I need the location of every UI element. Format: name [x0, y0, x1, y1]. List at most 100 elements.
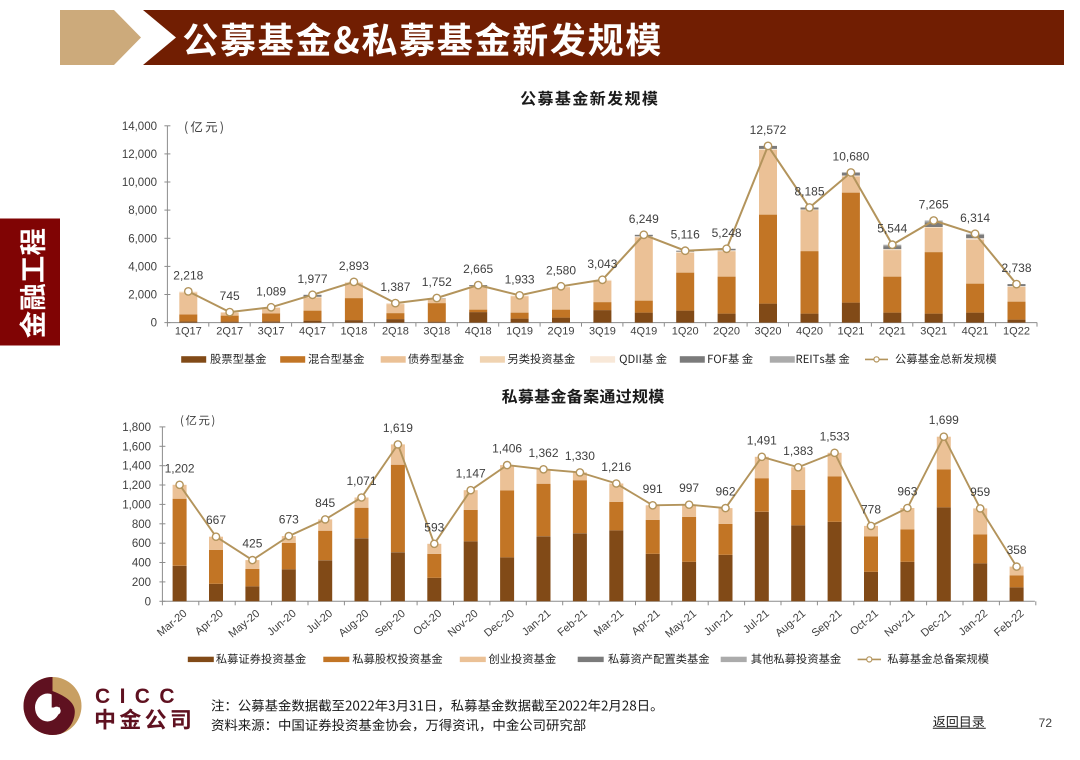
- svg-text:2,218: 2,218: [173, 268, 203, 282]
- svg-text:1,600: 1,600: [122, 441, 151, 453]
- svg-text:5,116: 5,116: [671, 228, 700, 242]
- svg-text:Mar-20: Mar-20: [155, 608, 189, 640]
- svg-text:3Q20: 3Q20: [755, 326, 782, 338]
- svg-text:Aug-20: Aug-20: [337, 608, 372, 640]
- svg-text:4,000: 4,000: [128, 261, 157, 273]
- svg-text:1,699: 1,699: [929, 413, 959, 427]
- svg-text:3Q18: 3Q18: [423, 326, 450, 338]
- svg-text:Jan-22: Jan-22: [957, 608, 990, 639]
- svg-text:2Q20: 2Q20: [713, 326, 740, 338]
- svg-text:Dec-20: Dec-20: [482, 608, 517, 640]
- svg-text:1,330: 1,330: [565, 449, 595, 463]
- svg-text:4Q19: 4Q19: [630, 326, 657, 338]
- svg-text:Nov-21: Nov-21: [882, 608, 917, 640]
- svg-text:963: 963: [897, 485, 917, 499]
- svg-text:5,544: 5,544: [877, 222, 907, 236]
- svg-text:Nov-20: Nov-20: [446, 608, 481, 640]
- svg-text:4Q20: 4Q20: [796, 326, 823, 338]
- svg-text:1Q17: 1Q17: [175, 326, 202, 338]
- svg-text:12,572: 12,572: [750, 123, 787, 137]
- svg-text:2Q19: 2Q19: [548, 326, 575, 338]
- svg-text:Sep-20: Sep-20: [373, 608, 408, 640]
- svg-text:673: 673: [279, 513, 299, 527]
- svg-text:Jun-21: Jun-21: [702, 608, 735, 639]
- svg-text:1,202: 1,202: [165, 461, 195, 475]
- svg-text:200: 200: [132, 577, 151, 589]
- svg-text:14,000: 14,000: [122, 121, 157, 133]
- svg-text:2,580: 2,580: [546, 263, 576, 277]
- svg-text:1,000: 1,000: [122, 499, 151, 511]
- svg-text:0: 0: [145, 596, 151, 608]
- svg-text:1,619: 1,619: [383, 421, 413, 435]
- svg-text:Aug-21: Aug-21: [773, 608, 808, 640]
- svg-text:Feb-22: Feb-22: [992, 608, 1026, 640]
- svg-text:2Q21: 2Q21: [879, 326, 906, 338]
- svg-text:1Q22: 1Q22: [1003, 326, 1030, 338]
- svg-text:593: 593: [424, 520, 444, 534]
- svg-text:Oct-21: Oct-21: [848, 608, 881, 638]
- svg-text:1,200: 1,200: [122, 480, 151, 492]
- svg-text:0: 0: [151, 318, 157, 330]
- svg-text:10,000: 10,000: [122, 177, 157, 189]
- svg-text:997: 997: [679, 481, 699, 495]
- svg-text:8,000: 8,000: [128, 205, 157, 217]
- svg-text:1,147: 1,147: [456, 467, 486, 481]
- svg-text:962: 962: [715, 485, 735, 499]
- svg-text:1,752: 1,752: [422, 275, 452, 289]
- svg-text:845: 845: [315, 496, 335, 510]
- svg-text:8,185: 8,185: [794, 185, 824, 199]
- svg-text:1,089: 1,089: [256, 284, 286, 298]
- svg-text:Apr-20: Apr-20: [193, 608, 226, 638]
- svg-text:Jul-20: Jul-20: [304, 608, 335, 636]
- svg-text:6,000: 6,000: [128, 233, 157, 245]
- svg-text:Sep-21: Sep-21: [810, 608, 845, 640]
- svg-text:425: 425: [242, 537, 262, 551]
- svg-text:Apr-21: Apr-21: [630, 608, 663, 638]
- svg-text:May-21: May-21: [663, 608, 699, 641]
- svg-text:1,977: 1,977: [297, 272, 327, 286]
- svg-text:667: 667: [206, 513, 226, 527]
- svg-text:2,000: 2,000: [128, 290, 157, 302]
- svg-text:Oct-20: Oct-20: [411, 608, 444, 638]
- svg-text:Feb-21: Feb-21: [555, 608, 589, 640]
- svg-text:600: 600: [132, 538, 151, 550]
- svg-text:6,249: 6,249: [629, 212, 659, 226]
- svg-text:7,265: 7,265: [919, 198, 949, 212]
- svg-text:1,800: 1,800: [122, 422, 151, 434]
- svg-text:1Q21: 1Q21: [837, 326, 864, 338]
- svg-text:1,406: 1,406: [492, 442, 522, 456]
- svg-text:3Q21: 3Q21: [920, 326, 947, 338]
- svg-text:1,216: 1,216: [601, 460, 631, 474]
- svg-text:1,491: 1,491: [747, 433, 777, 447]
- svg-text:1,362: 1,362: [528, 446, 558, 460]
- svg-text:778: 778: [861, 502, 881, 516]
- svg-text:1,071: 1,071: [346, 474, 376, 488]
- svg-text:1Q20: 1Q20: [672, 326, 699, 338]
- svg-text:4Q21: 4Q21: [962, 326, 989, 338]
- svg-text:1,387: 1,387: [380, 280, 410, 294]
- svg-text:2Q17: 2Q17: [216, 326, 243, 338]
- svg-text:1,533: 1,533: [820, 429, 850, 443]
- svg-text:400: 400: [132, 558, 151, 570]
- svg-text:CICC: CICC: [95, 685, 184, 708]
- svg-text:Dec-21: Dec-21: [919, 608, 954, 640]
- svg-text:1Q19: 1Q19: [506, 326, 533, 338]
- svg-text:4Q18: 4Q18: [465, 326, 492, 338]
- svg-text:May-20: May-20: [227, 608, 263, 641]
- svg-text:2,665: 2,665: [463, 262, 493, 276]
- svg-text:745: 745: [220, 289, 240, 303]
- svg-text:4Q17: 4Q17: [299, 326, 326, 338]
- svg-text:6,314: 6,314: [960, 211, 990, 225]
- svg-text:5,248: 5,248: [712, 226, 742, 240]
- svg-text:Jun-20: Jun-20: [265, 608, 298, 639]
- svg-text:959: 959: [970, 485, 990, 499]
- svg-text:2,893: 2,893: [339, 259, 369, 273]
- svg-text:800: 800: [132, 519, 151, 531]
- svg-text:2Q18: 2Q18: [382, 326, 409, 338]
- svg-text:1,400: 1,400: [122, 461, 151, 473]
- svg-text:2,738: 2,738: [1001, 261, 1031, 275]
- svg-text:3Q19: 3Q19: [589, 326, 616, 338]
- svg-text:3Q17: 3Q17: [258, 326, 285, 338]
- svg-text:72: 72: [1039, 716, 1053, 730]
- svg-text:358: 358: [1007, 543, 1027, 557]
